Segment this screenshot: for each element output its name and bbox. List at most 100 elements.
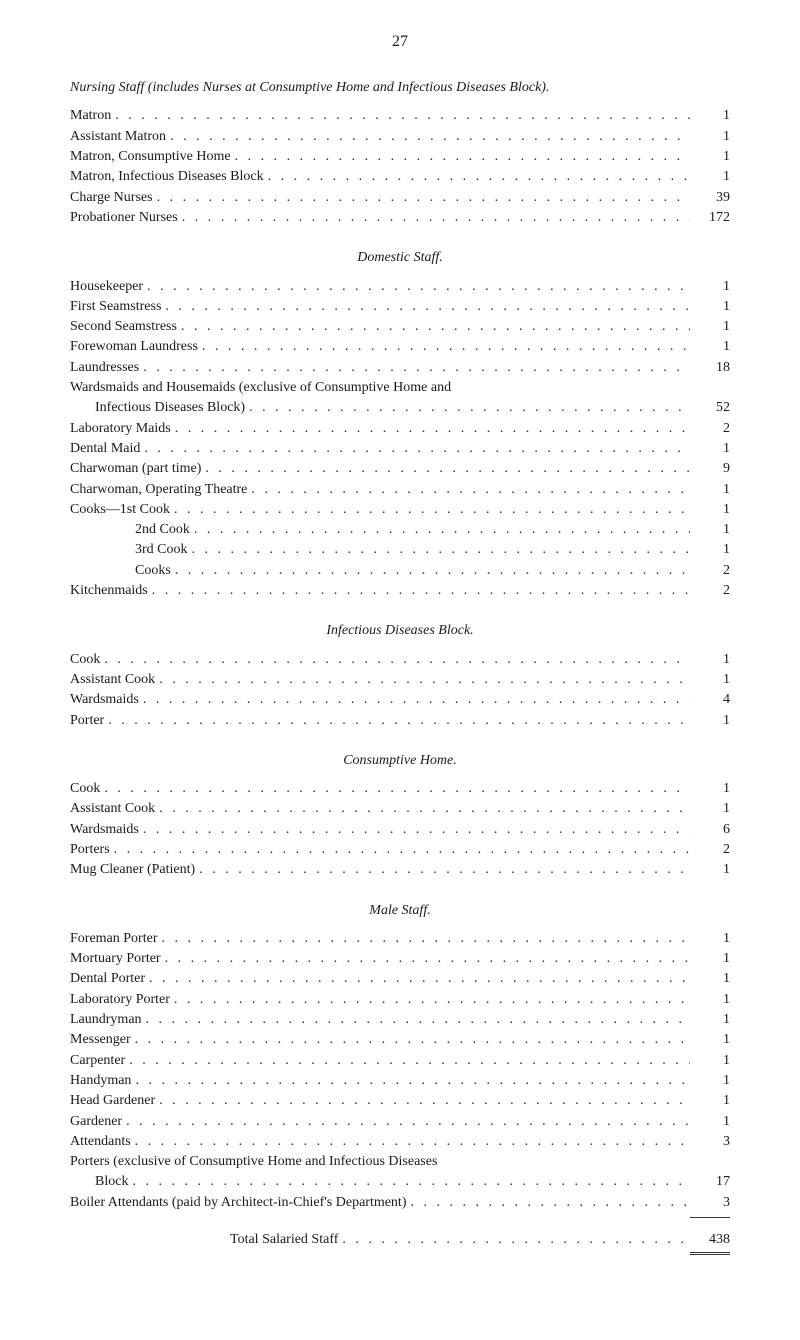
entry-label: 2nd Cook [135, 520, 190, 540]
leader-dots [195, 860, 690, 880]
entry-value: 1 [690, 1010, 730, 1030]
entry-value: 172 [690, 208, 730, 228]
list-item: Mortuary Porter 1 [70, 949, 730, 969]
list-item: Laundresses 18 [70, 358, 730, 378]
entry-label: Assistant Cook [70, 670, 155, 690]
entry-value: 4 [690, 690, 730, 710]
leader-dots [170, 500, 690, 520]
leader-dots [131, 1132, 690, 1152]
list-item: Cooks—1st Cook 1 [70, 500, 730, 520]
entry-label: Cooks—1st Cook [70, 500, 170, 520]
section-title-infectious: Infectious Diseases Block. [70, 621, 730, 641]
leader-dots [178, 208, 690, 228]
list-item: Head Gardener 1 [70, 1091, 730, 1111]
list-item: Housekeeper 1 [70, 277, 730, 297]
list-item: Mug Cleaner (Patient) 1 [70, 860, 730, 880]
entry-label: Charge Nurses [70, 188, 153, 208]
list-item: First Seamstress 1 [70, 297, 730, 317]
entry-label: Charwoman (part time) [70, 459, 201, 479]
entry-value: 1 [690, 1071, 730, 1091]
leader-dots [139, 690, 690, 710]
entry-label: Wardsmaids [70, 690, 139, 710]
leader-dots [125, 1051, 690, 1071]
leader-dots [231, 147, 690, 167]
entry-label: Porters (exclusive of Consumptive Home a… [70, 1152, 437, 1172]
leader-dots [247, 480, 690, 500]
list-item: Assistant Cook 1 [70, 799, 730, 819]
leader-dots [110, 840, 690, 860]
entry-label: Matron, Consumptive Home [70, 147, 231, 167]
list-item: Attendants 3 [70, 1132, 730, 1152]
leader-dots [157, 929, 690, 949]
entry-label: Cook [70, 779, 100, 799]
leader-dots [264, 167, 690, 187]
leader-dots [131, 1071, 690, 1091]
entry-value: 1 [690, 277, 730, 297]
entry-value: 1 [690, 297, 730, 317]
leader-dots [145, 969, 690, 989]
entry-label: Cooks [135, 561, 171, 581]
list-item: 3rd Cook 1 [70, 540, 730, 560]
leader-dots [190, 520, 690, 540]
entry-label: Probationer Nurses [70, 208, 178, 228]
leader-dots [155, 670, 690, 690]
entry-value: 1 [690, 147, 730, 167]
entry-value: 52 [690, 398, 730, 418]
entry-value: 1 [690, 337, 730, 357]
leader-dots [111, 106, 690, 126]
entry-value: 1 [690, 540, 730, 560]
list-item: Porters (exclusive of Consumptive Home a… [70, 1152, 730, 1172]
leader-dots [142, 1010, 690, 1030]
entry-label: Assistant Cook [70, 799, 155, 819]
entry-value: 9 [690, 459, 730, 479]
total-value: 438 [690, 1230, 730, 1250]
leader-dots [161, 297, 690, 317]
entry-value: 1 [690, 670, 730, 690]
entry-label: Laboratory Porter [70, 990, 170, 1010]
list-item: Probationer Nurses 172 [70, 208, 730, 228]
double-rule [690, 1252, 730, 1255]
entry-value: 1 [690, 650, 730, 670]
entry-value: 1 [690, 1030, 730, 1050]
list-item: Laboratory Porter 1 [70, 990, 730, 1010]
section-title-domestic: Domestic Staff. [70, 248, 730, 268]
list-item: Matron, Consumptive Home 1 [70, 147, 730, 167]
leader-dots [155, 799, 690, 819]
entry-label: Wardsmaids [70, 820, 139, 840]
entry-value: 2 [690, 581, 730, 601]
leader-dots [161, 949, 690, 969]
entry-value: 1 [690, 1051, 730, 1071]
entry-value: 1 [690, 990, 730, 1010]
list-item: Matron 1 [70, 106, 730, 126]
entry-label: Gardener [70, 1112, 122, 1132]
list-item: Matron, Infectious Diseases Block 1 [70, 167, 730, 187]
leader-dots [148, 581, 690, 601]
total-label: Total Salaried Staff [70, 1230, 338, 1250]
entry-label: Second Seamstress [70, 317, 177, 337]
list-item: Handyman 1 [70, 1071, 730, 1091]
entry-label: Housekeeper [70, 277, 143, 297]
entry-value: 1 [690, 500, 730, 520]
leader-dots [143, 277, 690, 297]
section-title-consumptive: Consumptive Home. [70, 751, 730, 771]
list-item: Infectious Diseases Block) 52 [70, 398, 730, 418]
entry-value: 1 [690, 711, 730, 731]
list-item: Laundryman 1 [70, 1010, 730, 1030]
leader-dots [100, 779, 690, 799]
entry-label: Laboratory Maids [70, 419, 171, 439]
entry-value: 1 [690, 969, 730, 989]
leader-dots [170, 990, 690, 1010]
leader-dots [128, 1172, 690, 1192]
list-item: Wardsmaids and Housemaids (exclusive of … [70, 378, 730, 398]
list-item: Cook 1 [70, 779, 730, 799]
entry-value: 1 [690, 167, 730, 187]
list-item: Charge Nurses 39 [70, 188, 730, 208]
entry-value: 3 [690, 1193, 730, 1213]
leader-dots [139, 358, 690, 378]
entry-label: Laundresses [70, 358, 139, 378]
list-item: Charwoman, Operating Theatre 1 [70, 480, 730, 500]
entry-label: First Seamstress [70, 297, 161, 317]
entry-value: 1 [690, 127, 730, 147]
list-item: Dental Maid 1 [70, 439, 730, 459]
list-item: Block 17 [70, 1172, 730, 1192]
